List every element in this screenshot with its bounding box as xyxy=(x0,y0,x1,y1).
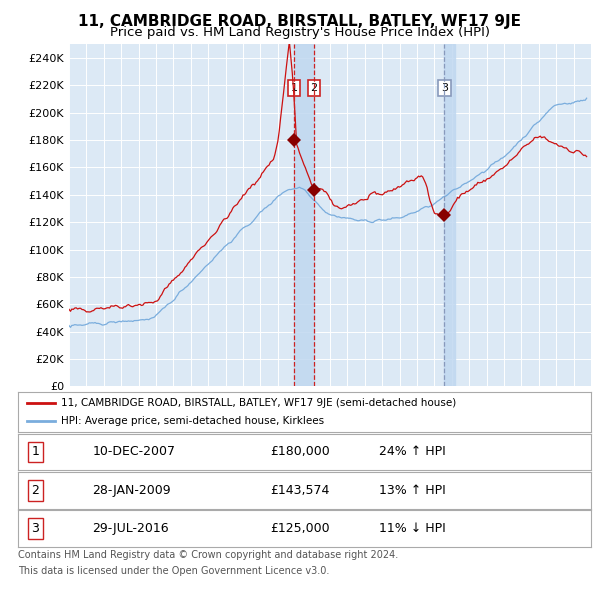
Text: 3: 3 xyxy=(441,83,448,93)
Text: 28-JAN-2009: 28-JAN-2009 xyxy=(92,484,171,497)
Text: 1: 1 xyxy=(290,83,298,93)
Text: £143,574: £143,574 xyxy=(270,484,329,497)
Bar xyxy=(294,44,314,386)
Text: 13% ↑ HPI: 13% ↑ HPI xyxy=(379,484,446,497)
Text: 29-JUL-2016: 29-JUL-2016 xyxy=(92,522,169,535)
Text: 1: 1 xyxy=(31,445,39,458)
Text: £125,000: £125,000 xyxy=(270,522,330,535)
Text: 10-DEC-2007: 10-DEC-2007 xyxy=(92,445,175,458)
Text: £180,000: £180,000 xyxy=(270,445,330,458)
Text: 11, CAMBRIDGE ROAD, BIRSTALL, BATLEY, WF17 9JE: 11, CAMBRIDGE ROAD, BIRSTALL, BATLEY, WF… xyxy=(79,14,521,28)
Text: Price paid vs. HM Land Registry's House Price Index (HPI): Price paid vs. HM Land Registry's House … xyxy=(110,26,490,39)
Text: 2: 2 xyxy=(31,484,39,497)
Text: 2: 2 xyxy=(310,83,317,93)
Text: This data is licensed under the Open Government Licence v3.0.: This data is licensed under the Open Gov… xyxy=(18,566,329,576)
Text: 11, CAMBRIDGE ROAD, BIRSTALL, BATLEY, WF17 9JE (semi-detached house): 11, CAMBRIDGE ROAD, BIRSTALL, BATLEY, WF… xyxy=(61,398,456,408)
Text: 11% ↓ HPI: 11% ↓ HPI xyxy=(379,522,446,535)
Text: 3: 3 xyxy=(31,522,39,535)
Text: HPI: Average price, semi-detached house, Kirklees: HPI: Average price, semi-detached house,… xyxy=(61,416,324,426)
Text: 24% ↑ HPI: 24% ↑ HPI xyxy=(379,445,446,458)
Text: Contains HM Land Registry data © Crown copyright and database right 2024.: Contains HM Land Registry data © Crown c… xyxy=(18,550,398,560)
Bar xyxy=(445,44,455,386)
